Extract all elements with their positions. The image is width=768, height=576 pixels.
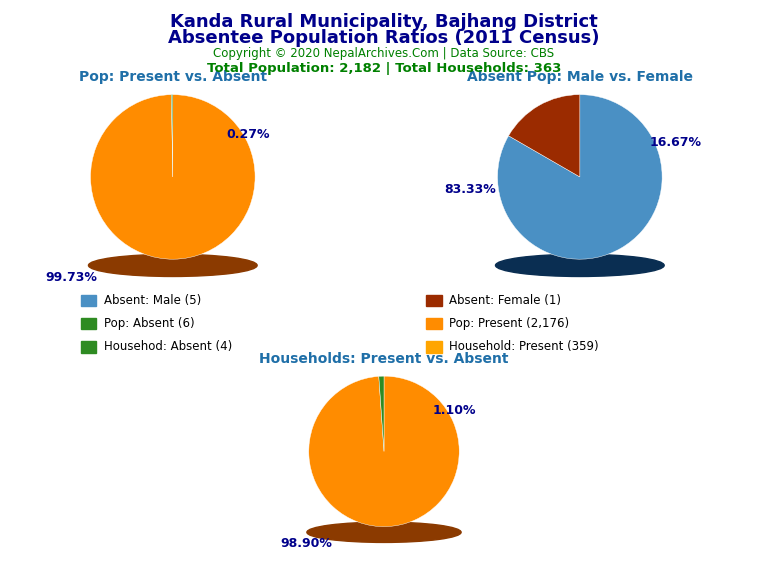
- Text: Absent: Female (1): Absent: Female (1): [449, 294, 561, 307]
- Text: Absent: Male (5): Absent: Male (5): [104, 294, 201, 307]
- Title: Pop: Present vs. Absent: Pop: Present vs. Absent: [79, 70, 266, 84]
- Wedge shape: [508, 94, 580, 177]
- Text: 0.27%: 0.27%: [227, 128, 270, 141]
- Wedge shape: [379, 376, 384, 452]
- Wedge shape: [498, 94, 662, 259]
- Text: 1.10%: 1.10%: [433, 404, 476, 416]
- Text: Total Population: 2,182 | Total Households: 363: Total Population: 2,182 | Total Househol…: [207, 62, 561, 75]
- Title: Absent Pop: Male vs. Female: Absent Pop: Male vs. Female: [467, 70, 693, 84]
- Text: 83.33%: 83.33%: [444, 183, 496, 196]
- Text: Pop: Absent (6): Pop: Absent (6): [104, 317, 194, 330]
- Text: 98.90%: 98.90%: [280, 537, 332, 550]
- Wedge shape: [171, 94, 173, 177]
- Wedge shape: [91, 94, 255, 259]
- Ellipse shape: [495, 254, 664, 276]
- Text: Pop: Present (2,176): Pop: Present (2,176): [449, 317, 569, 330]
- Ellipse shape: [88, 254, 257, 276]
- Text: Household: Present (359): Household: Present (359): [449, 340, 599, 353]
- Text: Absentee Population Ratios (2011 Census): Absentee Population Ratios (2011 Census): [168, 29, 600, 47]
- Text: Househod: Absent (4): Househod: Absent (4): [104, 340, 232, 353]
- Text: Copyright © 2020 NepalArchives.Com | Data Source: CBS: Copyright © 2020 NepalArchives.Com | Dat…: [214, 47, 554, 60]
- Ellipse shape: [307, 522, 461, 543]
- Text: Kanda Rural Municipality, Bajhang District: Kanda Rural Municipality, Bajhang Distri…: [170, 13, 598, 31]
- Title: Households: Present vs. Absent: Households: Present vs. Absent: [260, 352, 508, 366]
- Wedge shape: [309, 376, 459, 526]
- Text: 16.67%: 16.67%: [650, 136, 702, 149]
- Text: 99.73%: 99.73%: [45, 271, 97, 284]
